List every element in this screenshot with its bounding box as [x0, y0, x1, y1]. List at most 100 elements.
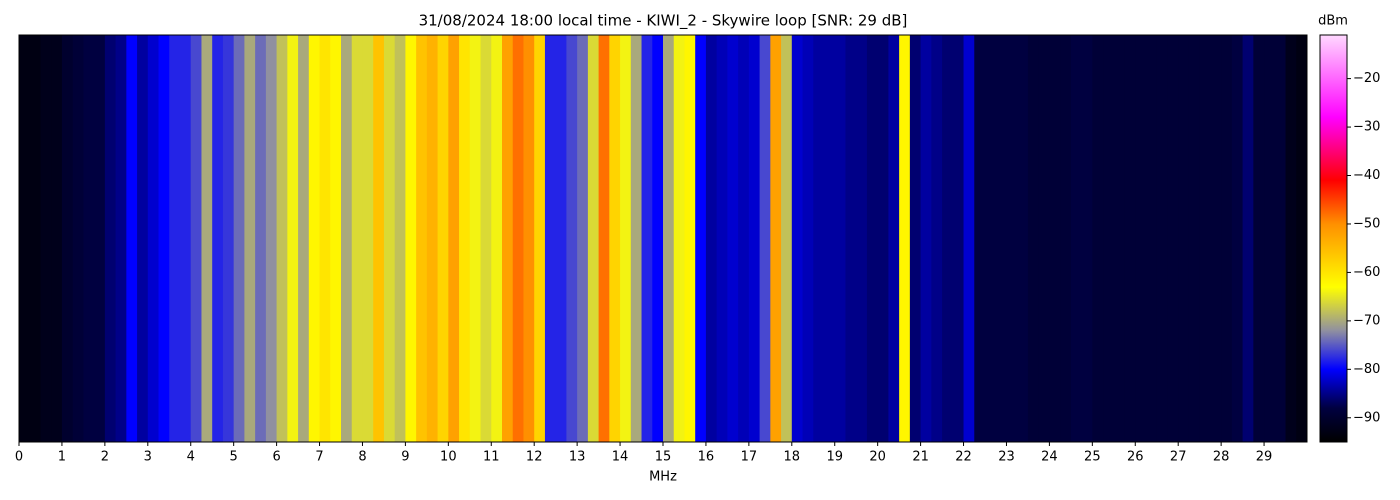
x-tick-label: 29 — [1256, 450, 1273, 465]
frequency-band — [1231, 35, 1244, 442]
frequency-band — [137, 35, 149, 442]
frequency-band — [51, 35, 63, 442]
frequency-band — [502, 35, 514, 442]
frequency-band — [1285, 35, 1297, 442]
frequency-band — [459, 35, 471, 442]
frequency-band — [265, 35, 278, 442]
frequency-band — [781, 35, 793, 442]
frequency-band — [705, 35, 718, 442]
frequency-band — [1135, 35, 1147, 442]
x-axis-label: MHz — [649, 470, 677, 485]
frequency-band — [856, 35, 868, 442]
frequency-band — [684, 35, 696, 442]
frequency-band — [104, 35, 117, 442]
x-tick-label: 25 — [1084, 450, 1101, 465]
frequency-band — [695, 35, 707, 442]
frequency-band — [83, 35, 95, 442]
frequency-band — [40, 35, 52, 442]
frequency-band — [276, 35, 288, 442]
frequency-band — [201, 35, 213, 442]
x-tick-label: 3 — [144, 450, 152, 465]
frequency-band — [1070, 35, 1083, 442]
frequency-band — [1156, 35, 1168, 442]
x-tick-label: 17 — [741, 450, 758, 465]
x-tick-label: 27 — [1170, 450, 1187, 465]
colorbar-tick-label: −60 — [1353, 265, 1380, 280]
frequency-band — [169, 35, 181, 442]
x-tick-label: 22 — [955, 450, 972, 465]
x-tick-label: 19 — [826, 450, 843, 465]
frequency-band — [448, 35, 460, 442]
frequency-band — [791, 35, 804, 442]
frequency-band — [1146, 35, 1158, 442]
x-tick-label: 24 — [1041, 450, 1058, 465]
frequency-band — [673, 35, 685, 442]
frequency-band — [330, 35, 342, 442]
chart-title: 31/08/2024 18:00 local time - KIWI_2 - S… — [419, 12, 908, 31]
frequency-band — [748, 35, 761, 442]
colorbar — [1319, 34, 1348, 443]
frequency-band — [1017, 35, 1029, 442]
frequency-band — [1296, 35, 1308, 442]
frequency-band — [351, 35, 363, 442]
colorbar-tick-label: −50 — [1353, 216, 1380, 231]
frequency-band — [1081, 35, 1093, 442]
frequency-band — [1264, 35, 1276, 442]
frequency-band — [620, 35, 632, 442]
frequency-band — [630, 35, 643, 442]
frequency-band — [233, 35, 245, 442]
frequency-band — [437, 35, 449, 442]
x-tick-label: 2 — [101, 450, 109, 465]
x-tick-label: 10 — [440, 450, 457, 465]
frequency-band — [652, 35, 664, 442]
frequency-band — [19, 35, 31, 442]
frequency-band — [609, 35, 621, 442]
frequency-band — [824, 35, 836, 442]
frequency-band — [1178, 35, 1190, 442]
frequency-band — [469, 35, 482, 442]
frequency-band — [1092, 35, 1104, 442]
frequency-band — [1274, 35, 1287, 442]
frequency-band — [577, 35, 589, 442]
colorbar-tick-label: −20 — [1353, 71, 1380, 86]
frequency-band — [29, 35, 41, 442]
x-tick-label: 16 — [698, 450, 715, 465]
frequency-band — [61, 35, 74, 442]
frequency-band — [1221, 35, 1233, 442]
frequency-band — [587, 35, 600, 442]
frequency-band — [727, 35, 739, 442]
frequency-band — [319, 35, 331, 442]
frequency-band — [1006, 35, 1018, 442]
frequency-band — [555, 35, 567, 442]
frequency-band — [255, 35, 267, 442]
frequency-band — [759, 35, 771, 442]
frequency-band — [308, 35, 321, 442]
frequency-band — [770, 35, 782, 442]
frequency-band — [1210, 35, 1222, 442]
frequency-band — [190, 35, 202, 442]
frequency-band — [1027, 35, 1040, 442]
x-tick-label: 15 — [655, 450, 672, 465]
x-tick-label: 23 — [998, 450, 1015, 465]
x-tick-label: 12 — [526, 450, 543, 465]
frequency-band — [1188, 35, 1201, 442]
frequency-band — [995, 35, 1007, 442]
frequency-band — [158, 35, 170, 442]
frequency-band — [1124, 35, 1136, 442]
frequency-band — [738, 35, 750, 442]
colorbar-tick-label: −70 — [1353, 313, 1380, 328]
plot-area — [19, 35, 1308, 442]
x-tick-label: 18 — [784, 450, 801, 465]
frequency-band — [212, 35, 224, 442]
frequency-band — [287, 35, 299, 442]
frequency-band — [974, 35, 986, 442]
x-tick-label: 5 — [230, 450, 238, 465]
x-tick-label: 8 — [358, 450, 366, 465]
frequency-band — [716, 35, 728, 442]
colorbar-label: dBm — [1318, 14, 1348, 29]
frequency-band — [72, 35, 84, 442]
frequency-band — [222, 35, 235, 442]
frequency-band — [1242, 35, 1254, 442]
x-tick-label: 21 — [912, 450, 929, 465]
